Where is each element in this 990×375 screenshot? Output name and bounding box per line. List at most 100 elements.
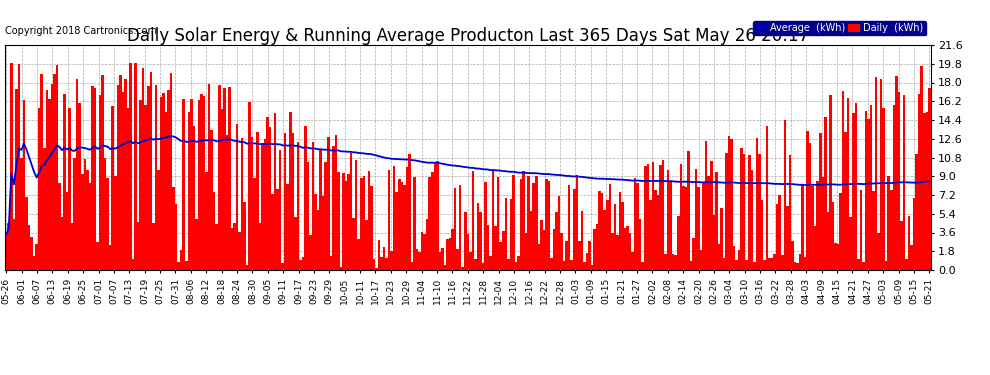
Bar	[677, 216, 679, 270]
Bar	[58, 183, 60, 270]
Bar	[416, 249, 419, 270]
Bar	[365, 219, 367, 270]
Bar	[41, 74, 43, 270]
Bar	[71, 223, 73, 270]
Bar	[875, 77, 877, 270]
Bar	[112, 106, 114, 270]
Bar	[403, 185, 406, 270]
Bar	[862, 262, 864, 270]
Bar	[885, 261, 887, 270]
Bar	[916, 154, 918, 270]
Bar	[893, 105, 895, 270]
Bar	[482, 262, 484, 270]
Bar	[469, 252, 471, 270]
Bar	[388, 171, 390, 270]
Bar	[325, 162, 327, 270]
Bar	[205, 172, 208, 270]
Bar	[104, 158, 106, 270]
Bar	[49, 99, 50, 270]
Bar	[244, 202, 246, 270]
Bar	[849, 217, 852, 270]
Bar	[411, 262, 413, 270]
Bar	[500, 242, 502, 270]
Bar	[842, 91, 844, 270]
Bar	[15, 89, 18, 270]
Bar	[738, 250, 741, 270]
Bar	[122, 92, 124, 270]
Bar	[824, 117, 827, 270]
Bar	[109, 245, 112, 270]
Bar	[223, 88, 226, 270]
Bar	[742, 154, 745, 270]
Bar	[710, 161, 713, 270]
Bar	[523, 171, 525, 270]
Bar	[733, 246, 736, 270]
Bar	[895, 76, 898, 270]
Bar	[664, 254, 667, 270]
Bar	[55, 66, 58, 270]
Bar	[827, 211, 830, 270]
Bar	[685, 187, 687, 270]
Bar	[789, 154, 791, 270]
Bar	[140, 100, 142, 270]
Bar	[370, 186, 372, 270]
Bar	[304, 126, 307, 270]
Bar	[239, 232, 241, 270]
Bar	[687, 151, 690, 270]
Bar	[274, 113, 276, 270]
Bar	[596, 224, 598, 270]
Bar	[525, 233, 528, 270]
Bar	[81, 174, 83, 270]
Bar	[474, 259, 476, 270]
Bar	[263, 139, 266, 270]
Bar	[510, 200, 512, 270]
Bar	[822, 177, 824, 270]
Bar	[604, 210, 606, 270]
Bar	[241, 138, 244, 270]
Bar	[835, 243, 837, 270]
Bar	[380, 257, 383, 270]
Bar	[568, 184, 570, 270]
Bar	[905, 259, 908, 270]
Bar	[778, 195, 781, 270]
Bar	[832, 202, 835, 270]
Bar	[145, 105, 147, 270]
Bar	[682, 186, 685, 270]
Bar	[555, 212, 557, 270]
Bar	[132, 259, 135, 270]
Bar	[429, 177, 431, 270]
Bar	[697, 187, 700, 270]
Bar	[649, 200, 651, 270]
Bar	[517, 256, 520, 270]
Bar	[614, 204, 616, 270]
Bar	[38, 108, 41, 270]
Bar	[528, 176, 530, 270]
Bar	[804, 257, 806, 270]
Bar	[393, 166, 395, 270]
Bar	[533, 183, 535, 270]
Bar	[489, 256, 492, 270]
Bar	[642, 262, 644, 270]
Bar	[200, 94, 203, 270]
Bar	[86, 170, 89, 270]
Bar	[593, 229, 596, 270]
Bar	[715, 172, 718, 270]
Bar	[312, 142, 315, 270]
Bar	[349, 153, 352, 270]
Bar	[799, 254, 801, 270]
Bar	[898, 92, 900, 270]
Bar	[372, 260, 375, 270]
Bar	[421, 232, 424, 270]
Bar	[830, 95, 832, 270]
Bar	[152, 223, 154, 270]
Bar	[726, 153, 728, 270]
Bar	[453, 188, 456, 270]
Bar	[297, 142, 299, 270]
Bar	[492, 170, 494, 270]
Bar	[406, 167, 408, 270]
Bar	[46, 90, 49, 270]
Bar	[512, 175, 515, 270]
Bar	[271, 194, 274, 270]
Bar	[692, 238, 695, 270]
Bar	[921, 66, 923, 270]
